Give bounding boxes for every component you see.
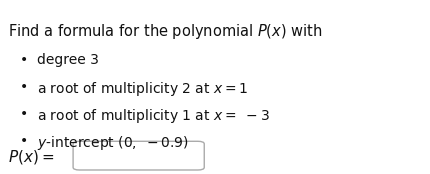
Text: •: •	[19, 107, 28, 121]
Text: Find a formula for the polynomial $P(x)$ with: Find a formula for the polynomial $P(x)$…	[8, 22, 322, 41]
Text: •: •	[19, 53, 28, 67]
Text: $y$-intercept $(0,\ -0.9)$: $y$-intercept $(0,\ -0.9)$	[37, 134, 188, 152]
Text: $P(x) =$: $P(x) =$	[8, 148, 54, 166]
Text: a root of multiplicity 2 at $x = 1$: a root of multiplicity 2 at $x = 1$	[37, 80, 248, 98]
Text: •: •	[19, 80, 28, 94]
Text: a root of multiplicity 1 at $x =\ -3$: a root of multiplicity 1 at $x =\ -3$	[37, 107, 269, 125]
FancyBboxPatch shape	[73, 141, 204, 170]
Text: degree 3: degree 3	[37, 53, 98, 67]
Text: •: •	[19, 134, 28, 148]
